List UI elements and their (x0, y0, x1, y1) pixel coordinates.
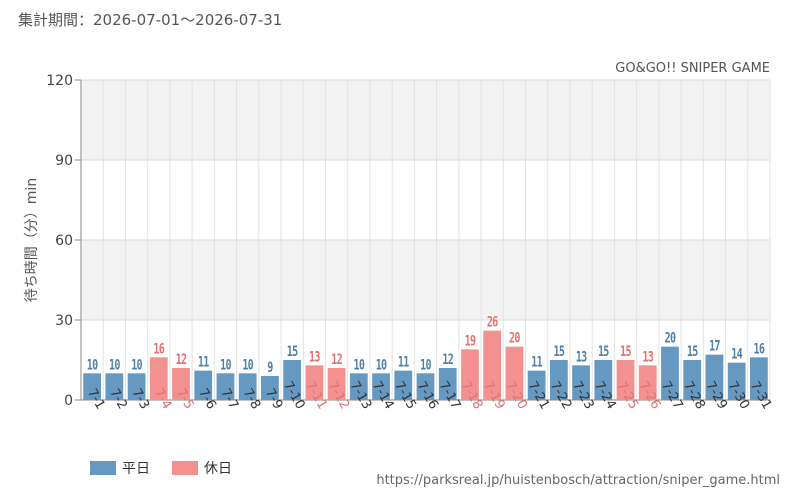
bar-value-label: 11 (531, 354, 542, 370)
bar-value-label: 16 (153, 341, 164, 357)
bar (216, 373, 235, 400)
bar-value-label: 26 (487, 314, 498, 330)
legend-label-weekday: 平日 (122, 461, 150, 477)
plot-band (81, 240, 770, 320)
bar-value-label: 10 (242, 357, 253, 373)
legend-item-holiday: 休日 (172, 458, 232, 478)
bar-value-label: 15 (620, 343, 631, 359)
bar (638, 365, 657, 400)
bar (616, 360, 635, 400)
bar-value-label: 10 (376, 357, 387, 373)
bar-value-label: 9 (267, 359, 273, 375)
legend-swatch-weekday (90, 461, 116, 475)
bar (727, 362, 746, 400)
bar-value-label: 15 (687, 343, 698, 359)
bar (394, 370, 413, 400)
period-label: 集計期間：2026-07-01～2026-07-31 (18, 11, 283, 29)
bar-value-label: 15 (598, 343, 609, 359)
bar (505, 346, 524, 400)
bar (594, 360, 613, 400)
bar-value-label: 16 (754, 341, 765, 357)
bar (238, 373, 257, 400)
bar (305, 365, 324, 400)
bar-value-label: 10 (220, 357, 231, 373)
bar (438, 368, 457, 400)
bar (461, 349, 479, 400)
bar (549, 360, 568, 400)
bar-value-label: 12 (331, 351, 342, 367)
bar-value-label: 19 (465, 333, 476, 349)
y-tick-label: 0 (64, 393, 73, 409)
source-url: https://parksreal.jp/huistenbosch/attrac… (376, 473, 780, 488)
bar (261, 376, 279, 400)
bar (372, 373, 390, 400)
legend-swatch-holiday (172, 461, 198, 475)
bar-value-label: 12 (176, 351, 187, 367)
y-tick-label: 90 (55, 153, 73, 169)
bar-value-label: 11 (398, 354, 409, 370)
bar (705, 354, 724, 400)
chart-title: GO&GO!! SNIPER GAME (615, 61, 770, 76)
bar (483, 330, 502, 400)
y-tick-label: 30 (55, 313, 73, 329)
plot-band (81, 80, 770, 160)
bar-value-label: 12 (442, 351, 453, 367)
bar-value-label: 14 (731, 346, 742, 362)
bar-value-label: 13 (576, 349, 587, 365)
bar (527, 370, 546, 400)
bar (194, 370, 213, 400)
legend-item-weekday: 平日 (90, 458, 150, 478)
bar-value-label: 20 (665, 330, 676, 346)
bar-value-label: 15 (287, 343, 298, 359)
legend-label-holiday: 休日 (204, 461, 232, 477)
bar-value-label: 15 (554, 343, 565, 359)
bar (127, 373, 146, 400)
bar-value-label: 10 (353, 357, 364, 373)
bar (416, 373, 435, 400)
legend: 平日 休日 (90, 458, 246, 478)
bar (327, 368, 346, 400)
bar-value-label: 10 (87, 357, 98, 373)
bar (683, 360, 702, 400)
bar-value-label: 10 (131, 357, 142, 373)
bar (83, 373, 102, 400)
bar (283, 360, 302, 400)
bar (572, 365, 590, 400)
bar-value-label: 13 (642, 349, 653, 365)
bar (661, 346, 679, 400)
bar-value-label: 17 (709, 338, 720, 354)
bar-value-label: 11 (198, 354, 209, 370)
bar-value-label: 10 (109, 357, 120, 373)
bar-value-label: 20 (509, 330, 520, 346)
bar-value-label: 10 (420, 357, 431, 373)
y-tick-label: 60 (55, 233, 73, 249)
bar (349, 373, 368, 400)
y-tick-label: 120 (46, 73, 73, 89)
bar (749, 357, 768, 400)
bar (172, 368, 190, 400)
bar (149, 357, 168, 400)
bar (105, 373, 124, 400)
plot-band (81, 160, 770, 240)
bar-value-label: 13 (309, 349, 320, 365)
